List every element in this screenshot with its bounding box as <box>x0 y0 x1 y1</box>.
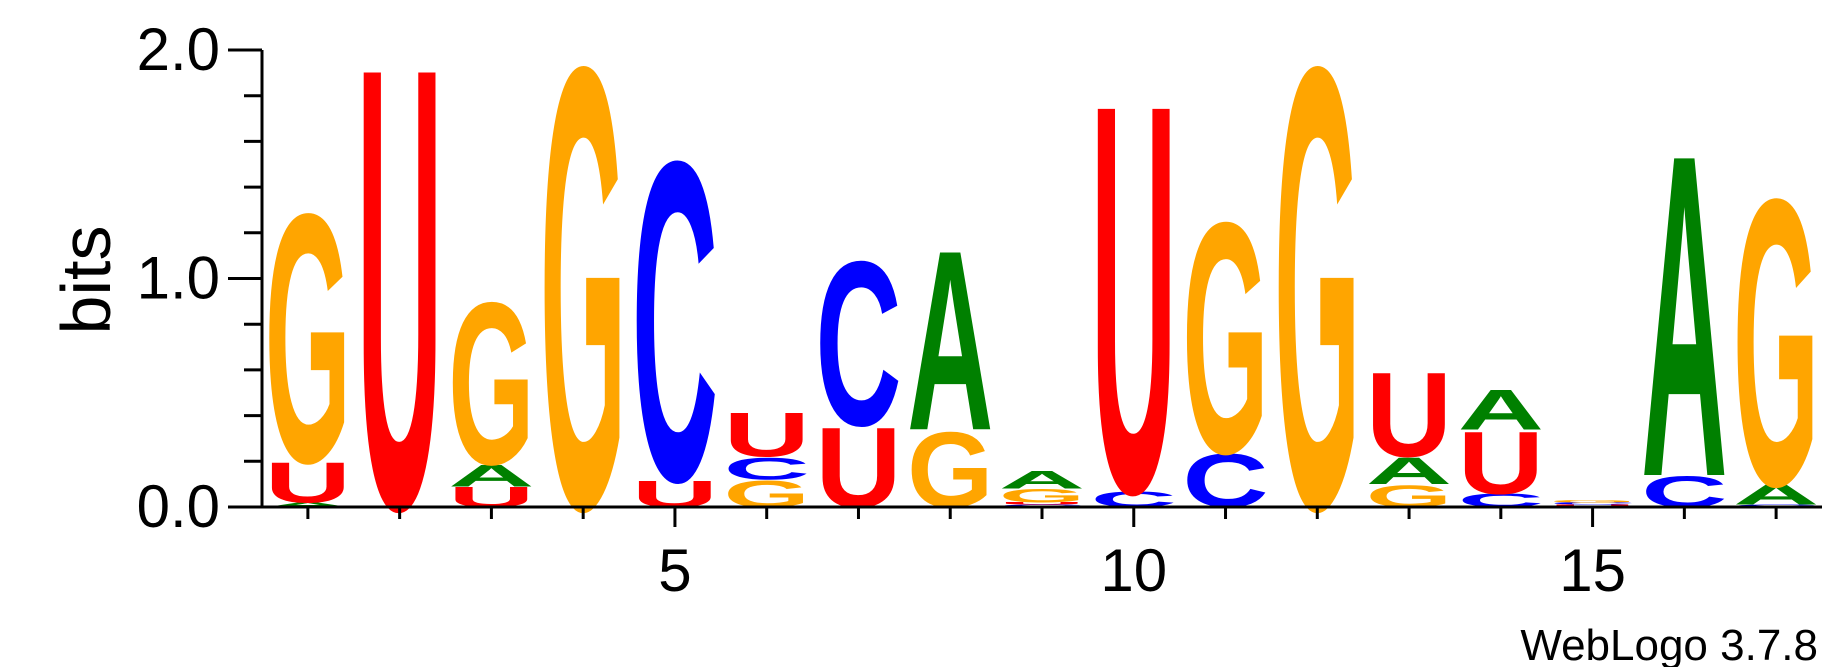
logo-letter-c: C <box>724 451 810 487</box>
logo-letter-c: C <box>632 66 718 576</box>
x-tick-label: 15 <box>1559 537 1626 604</box>
x-tick-label: 5 <box>658 537 691 604</box>
logo-letter-g: G <box>1182 155 1268 524</box>
logo-letter-g: G <box>1733 113 1819 572</box>
y-tick-label: 1.0 <box>137 245 220 312</box>
axes: 0.0 1.0 2.0 5 10 15 <box>137 16 1822 604</box>
logo-letter-g: G <box>448 256 534 514</box>
logo-letter-u: U <box>1458 414 1544 513</box>
logo-letter-a: A <box>448 458 534 494</box>
logo-letter-g: G <box>999 485 1085 506</box>
logo-letter-u: U <box>265 451 351 515</box>
logo-letter-c: C <box>1549 502 1635 506</box>
y-tick-label: 0.0 <box>137 473 220 540</box>
logo-letter-u: U <box>724 400 810 471</box>
logo-letter-u: U <box>999 502 1085 506</box>
logo-letter-u: U <box>357 0 443 642</box>
y-axis-label: bits <box>47 226 125 335</box>
x-tick-label: 10 <box>1100 537 1167 604</box>
y-tick-label: 2.0 <box>137 16 220 83</box>
logo-letter-a: A <box>907 198 993 484</box>
logo-letter-a: A <box>1458 377 1544 441</box>
x-axis-ticks: 5 10 15 <box>306 507 1778 604</box>
logo-letter-g: G <box>1274 0 1360 642</box>
logo-letter-g: G <box>540 0 626 642</box>
logo-letter-stacks: AUGUUAGGUCGCUUCGACUGACUCGGGAUCUAUCGCACAG <box>265 0 1820 642</box>
logo-letter-g: G <box>1549 500 1635 504</box>
logo-letter-c: C <box>815 213 901 475</box>
weblogo-version-label: WebLogo 3.7.8 <box>1520 621 1818 667</box>
y-axis-ticks: 0.0 1.0 2.0 <box>137 16 262 540</box>
logo-letter-a: A <box>1366 450 1452 493</box>
logo-letter-a: A <box>1641 60 1727 573</box>
logo-letter-g: G <box>265 140 351 537</box>
logo-letter-a: A <box>999 466 1085 494</box>
logo-letter-a: A <box>265 501 351 508</box>
logo-letter-u: U <box>1366 348 1452 483</box>
